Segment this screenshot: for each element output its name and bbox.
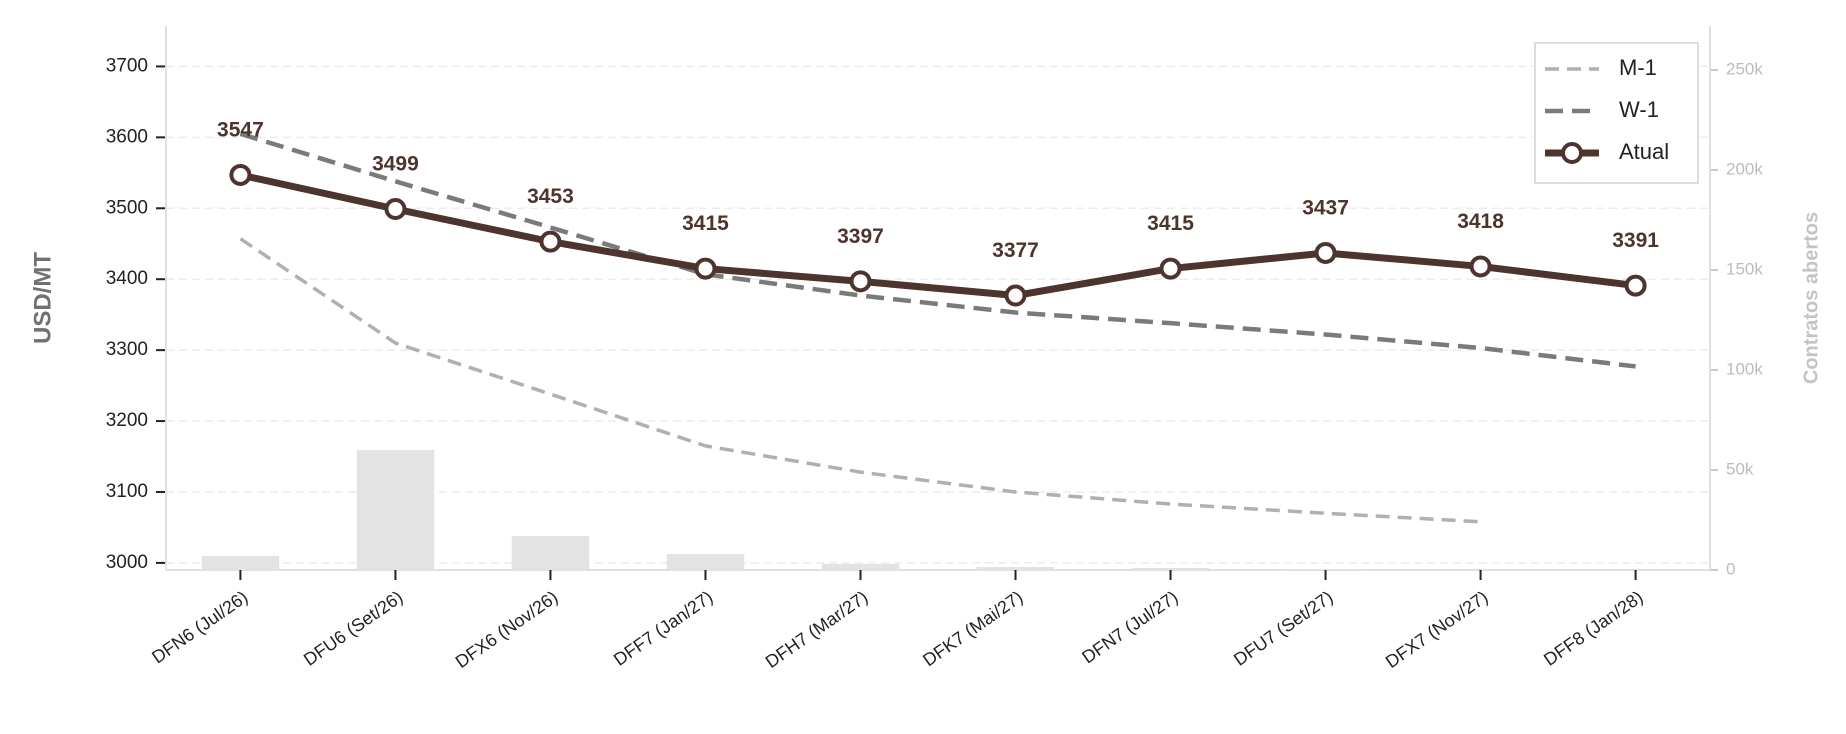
data-label: 3391 (1612, 229, 1659, 252)
bar (356, 450, 435, 570)
y-tick-label: 3300 (106, 339, 148, 360)
legend-label: Atual (1619, 139, 1669, 164)
data-label: 3415 (1147, 212, 1194, 235)
point (229, 163, 252, 186)
data-label: 3377 (992, 239, 1039, 262)
bar (1286, 569, 1365, 570)
x-tick-label: DFX7 (Nov/27) (1382, 587, 1492, 672)
bar (511, 536, 590, 570)
point (384, 197, 407, 220)
y2-tick-label: 250k (1726, 59, 1763, 78)
y-tick-label: 3500 (106, 197, 148, 218)
y-axis-label: USD/MT (29, 252, 56, 344)
data-label: 3397 (837, 225, 884, 248)
bar (666, 554, 745, 570)
data-label: 3418 (1457, 210, 1504, 233)
bar (1131, 568, 1210, 570)
data-label: 3547 (217, 118, 264, 141)
y2-tick-label: 150k (1726, 259, 1763, 278)
x-tick-label: DFN7 (Jul/27) (1078, 587, 1181, 668)
point (1469, 255, 1492, 278)
y-tick-label: 3200 (106, 410, 148, 431)
x-tick-label: DFU6 (Set/26) (300, 587, 407, 670)
point (1624, 274, 1647, 297)
bar (201, 556, 280, 570)
y2-tick-label: 0 (1726, 559, 1735, 578)
data-label: 3415 (682, 212, 729, 235)
point (1004, 284, 1027, 307)
data-label: 3453 (527, 185, 574, 208)
line-2 (239, 171, 1637, 300)
y-tick-label: 3400 (106, 268, 148, 289)
x-tick-label: DFU7 (Set/27) (1230, 587, 1337, 670)
x-tick-label: DFX6 (Nov/26) (452, 587, 562, 672)
line-1 (239, 131, 1636, 369)
line-0 (239, 237, 1481, 524)
x-tick-label: DFK7 (Mai/27) (919, 587, 1026, 671)
point (694, 257, 717, 280)
legend-box (1534, 42, 1699, 184)
data-label: 3437 (1302, 197, 1349, 220)
y2-tick-label: 100k (1726, 359, 1763, 378)
x-tick-label: DFH7 (Mar/27) (762, 587, 872, 672)
point (849, 270, 872, 293)
x-tick-label: DFN6 (Jul/26) (148, 587, 251, 668)
y-tick-label: 3700 (106, 55, 148, 76)
legend-label: M-1 (1619, 55, 1657, 80)
point (1314, 241, 1337, 264)
y-tick-label: 3600 (106, 126, 148, 147)
legend-label: W-1 (1619, 97, 1659, 122)
bar (976, 567, 1055, 570)
y2-tick-label: 50k (1726, 459, 1754, 478)
x-tick-label: DFF7 (Jan/27) (610, 587, 717, 670)
point (1159, 257, 1182, 280)
y-tick-label: 3000 (106, 552, 148, 573)
bar (821, 564, 900, 570)
y2-axis-label: Contratos abertos (1800, 212, 1822, 384)
point (539, 230, 562, 253)
data-label: 3499 (372, 153, 419, 176)
legend-marker (1561, 142, 1583, 164)
y-tick-label: 3100 (106, 481, 148, 502)
x-tick-label: DFF8 (Jan/28) (1540, 587, 1647, 670)
y2-tick-label: 200k (1726, 159, 1763, 178)
